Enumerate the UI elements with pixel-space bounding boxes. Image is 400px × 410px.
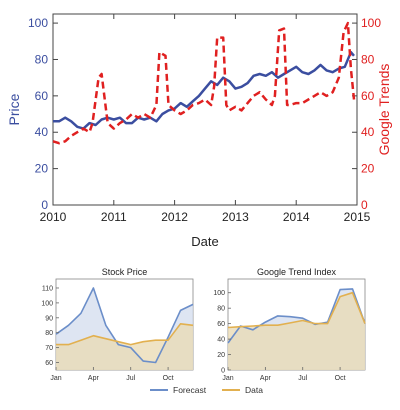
main-x-tick-label: 2010 bbox=[40, 210, 67, 224]
main-x-tick-label: 2014 bbox=[283, 210, 310, 224]
main-y2-tick-label: 100 bbox=[361, 16, 381, 30]
panel-x-tick-label: Jan bbox=[222, 375, 233, 382]
panel-x-tick-label: Jul bbox=[298, 375, 307, 382]
panel-x-tick-label: Apr bbox=[260, 375, 272, 382]
panel-title: Google Trend Index bbox=[257, 267, 337, 277]
panel-y-tick-label: 60 bbox=[217, 321, 225, 328]
main-y-tick-label: 80 bbox=[35, 52, 49, 66]
price-series-line bbox=[53, 50, 355, 130]
forecast-line bbox=[55, 287, 194, 364]
main-plot-frame bbox=[52, 13, 358, 206]
forecast-line bbox=[227, 288, 366, 344]
main-y-tick-label: 20 bbox=[35, 162, 49, 176]
main-y2-tick-label: 80 bbox=[361, 52, 375, 66]
panel-x-tick-label: Jul bbox=[126, 375, 135, 382]
main-y-axis-label: Price bbox=[6, 93, 22, 125]
main-x-axis-label: Date bbox=[191, 234, 218, 249]
panel-y-tick-label: 110 bbox=[42, 285, 53, 292]
main-y-tick-label: 100 bbox=[28, 16, 48, 30]
main-x-tick-label: 2015 bbox=[344, 210, 371, 224]
main-y2-tick-label: 20 bbox=[361, 162, 375, 176]
panel-y-tick-label: 60 bbox=[45, 360, 53, 367]
panel-y-tick-label: 80 bbox=[217, 306, 225, 313]
panel-title: Stock Price bbox=[102, 267, 148, 277]
panel-y-tick-label: 40 bbox=[217, 337, 225, 344]
main-y2-tick-label: 60 bbox=[361, 89, 375, 103]
panel-x-tick-label: Jan bbox=[50, 375, 61, 382]
panel-x-tick-label: Oct bbox=[163, 375, 174, 382]
panel-x-tick-label: Apr bbox=[88, 375, 100, 382]
panel-y-tick-label: 70 bbox=[45, 345, 53, 352]
panel-x-tick-label: Oct bbox=[335, 375, 346, 382]
main-y2-tick-label: 40 bbox=[361, 125, 375, 139]
main-x-tick-label: 2013 bbox=[222, 210, 249, 224]
main-y-tick-label: 40 bbox=[35, 125, 49, 139]
panel-y-tick-label: 100 bbox=[41, 300, 53, 307]
data-line bbox=[227, 291, 366, 329]
panel-y-tick-label: 20 bbox=[217, 352, 225, 359]
panel-y-tick-label: 90 bbox=[45, 315, 53, 322]
panel-y-tick-label: 80 bbox=[45, 330, 53, 337]
panel-y-tick-label: 0 bbox=[221, 368, 225, 375]
data-area bbox=[228, 292, 365, 370]
main-y2-tick-label: 0 bbox=[361, 198, 368, 212]
panel-y-tick-label: 100 bbox=[213, 290, 225, 297]
legend-label: Forecast bbox=[173, 385, 207, 395]
main-x-tick-label: 2011 bbox=[101, 210, 127, 224]
data-line bbox=[56, 322, 194, 346]
legend-label: Data bbox=[245, 385, 263, 395]
google-trends-series-line bbox=[52, 21, 356, 145]
main-y2-axis-label: Google Trends bbox=[376, 64, 392, 156]
main-x-tick-label: 2012 bbox=[161, 210, 188, 224]
main-y-tick-label: 60 bbox=[35, 89, 49, 103]
main-y-tick-label: 0 bbox=[41, 198, 48, 212]
